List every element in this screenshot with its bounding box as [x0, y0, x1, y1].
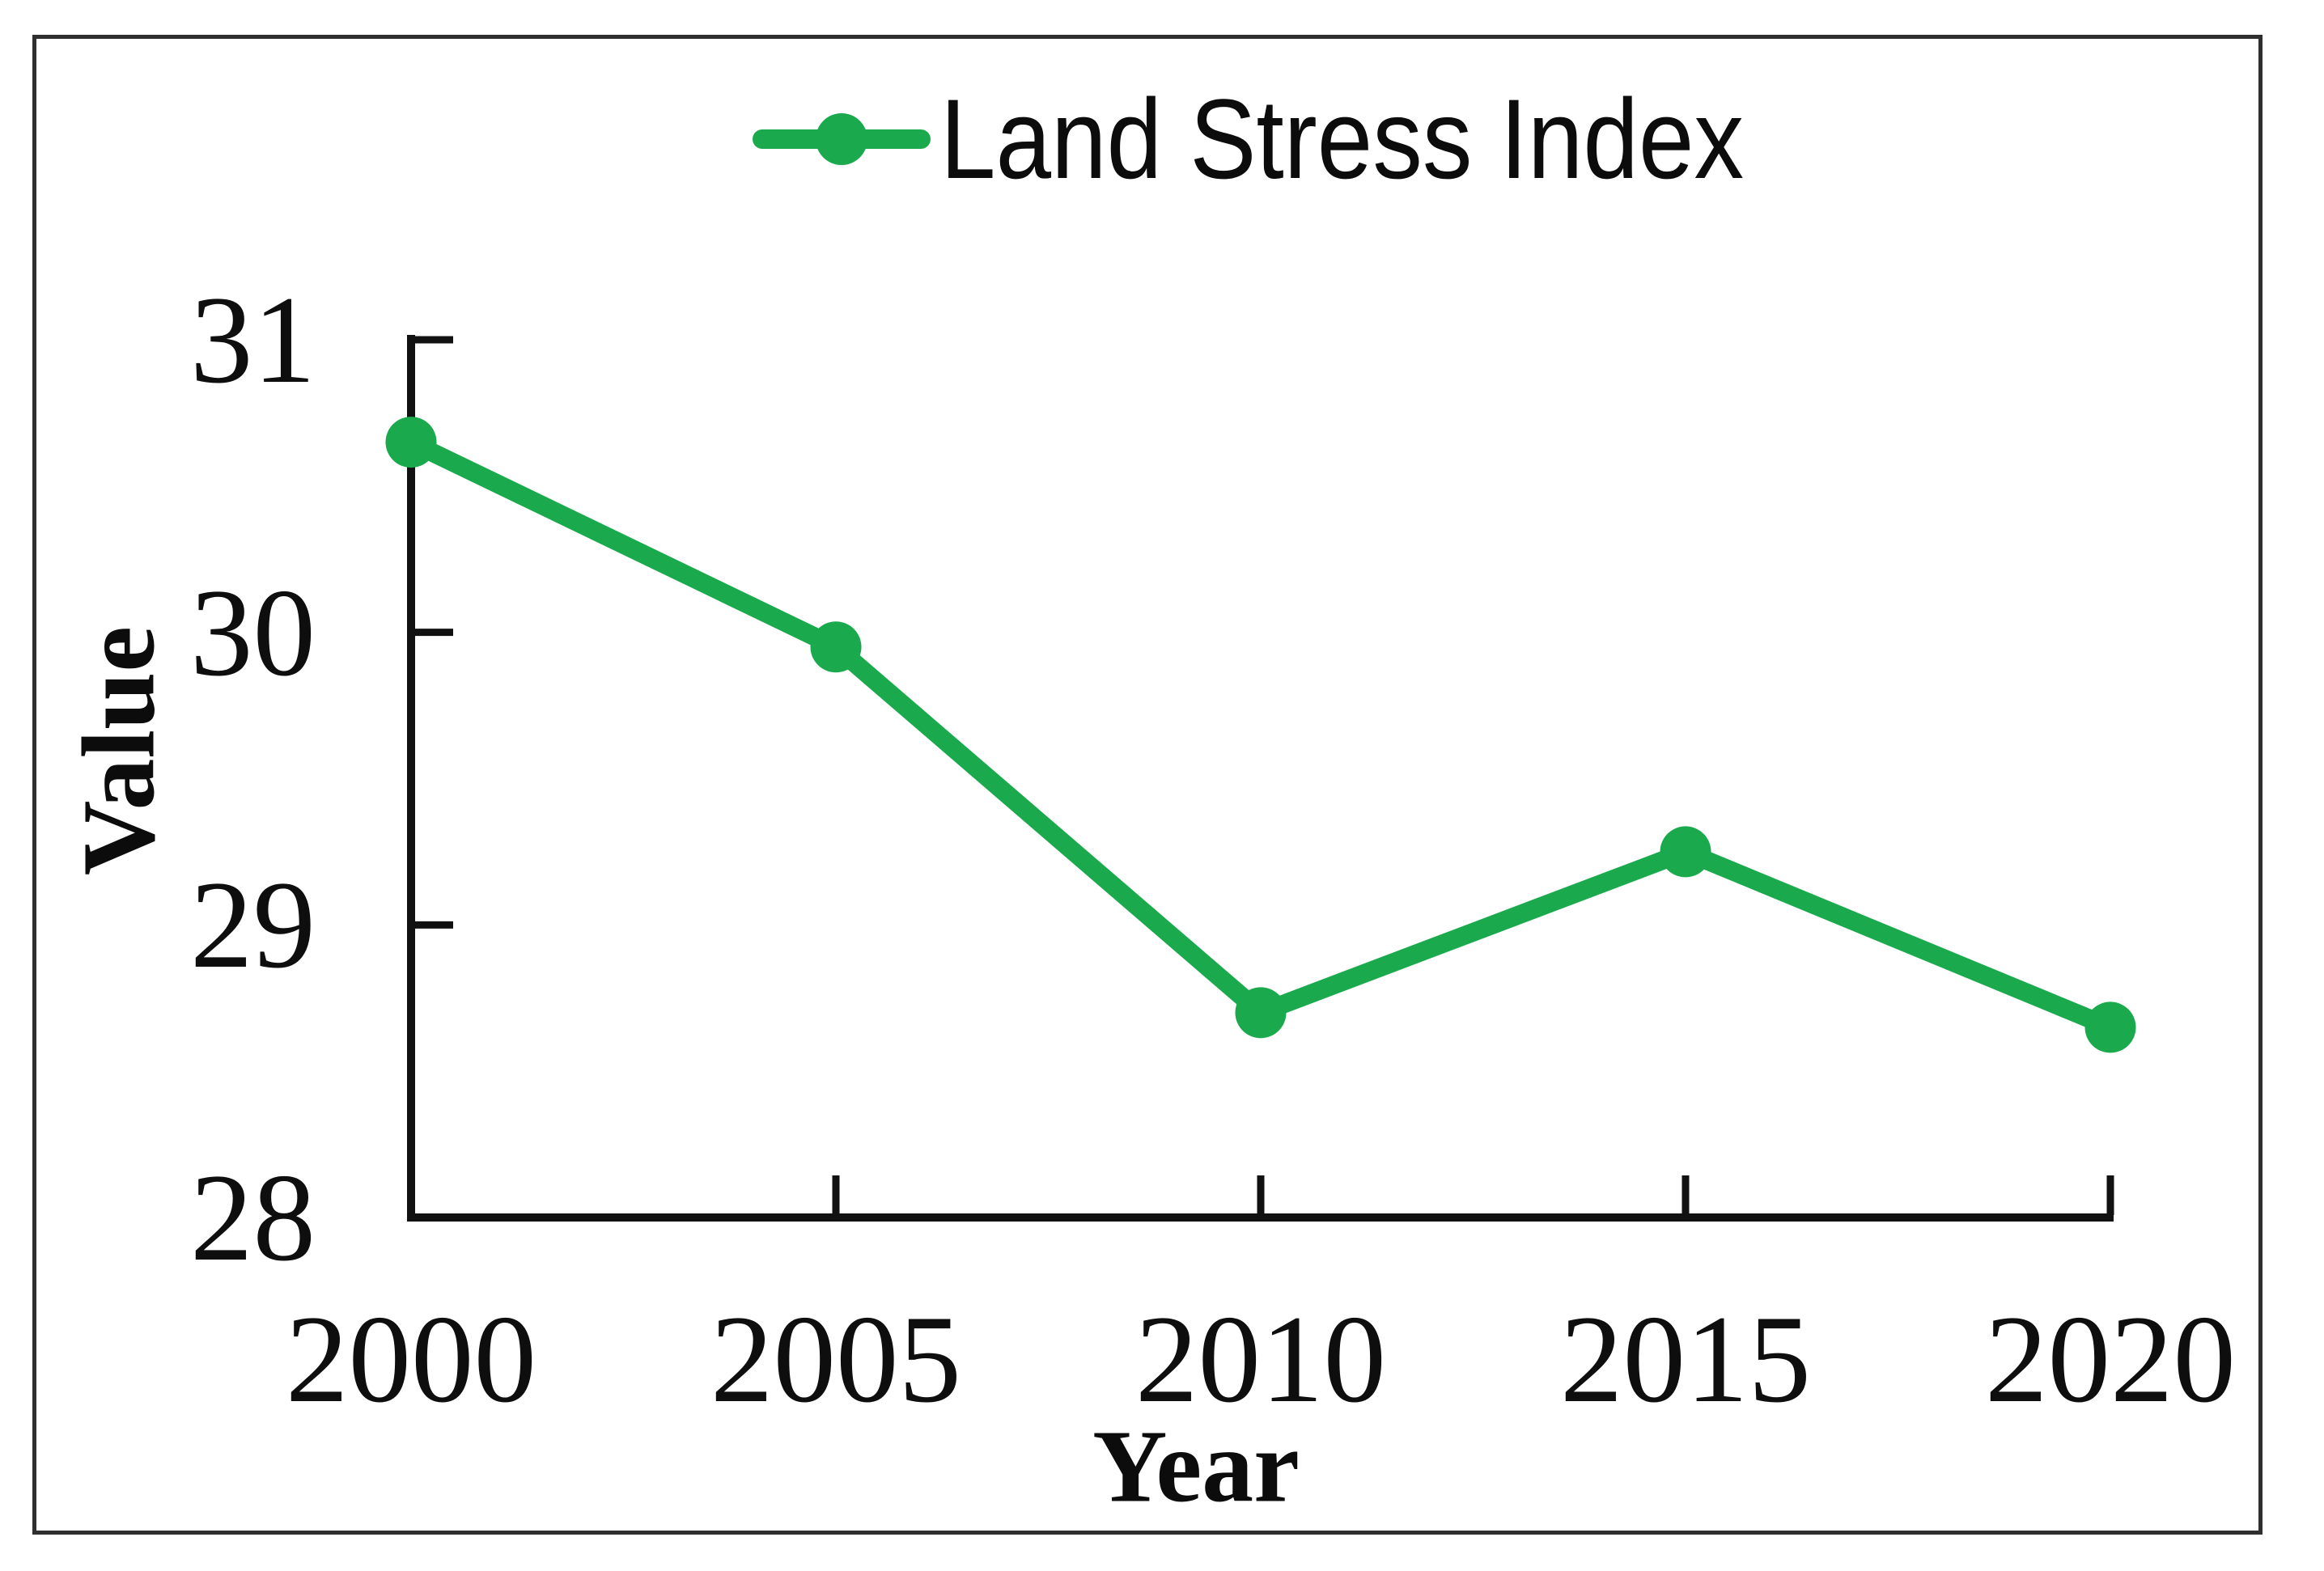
x-axis-title: Year	[1092, 1408, 1300, 1524]
x-tick-label: 2010	[1135, 1289, 1386, 1429]
x-tick-label: 2000	[286, 1289, 536, 1429]
series-line	[401, 433, 2120, 1037]
y-tick-label: 30	[190, 562, 316, 702]
data-point-marker	[385, 417, 437, 468]
y-tick-label: 29	[190, 855, 316, 995]
legend-point-icon	[816, 113, 867, 165]
x-tick-label: 2005	[710, 1289, 961, 1429]
chart-frame	[32, 35, 2263, 1535]
data-point-marker	[1660, 826, 1711, 878]
x-tick-label: 2015	[1560, 1289, 1811, 1429]
y-tick-label: 31	[190, 270, 316, 409]
data-point-marker	[1235, 987, 1287, 1039]
x-tick-label: 2020	[1985, 1289, 2236, 1429]
legend-label: Land Stress Index	[940, 75, 1745, 202]
legend: Land Stress Index	[753, 83, 1853, 196]
y-tick-label: 28	[190, 1148, 316, 1287]
data-point-marker	[810, 621, 862, 673]
legend-line-icon	[753, 113, 931, 165]
data-point-marker	[2084, 1001, 2136, 1053]
